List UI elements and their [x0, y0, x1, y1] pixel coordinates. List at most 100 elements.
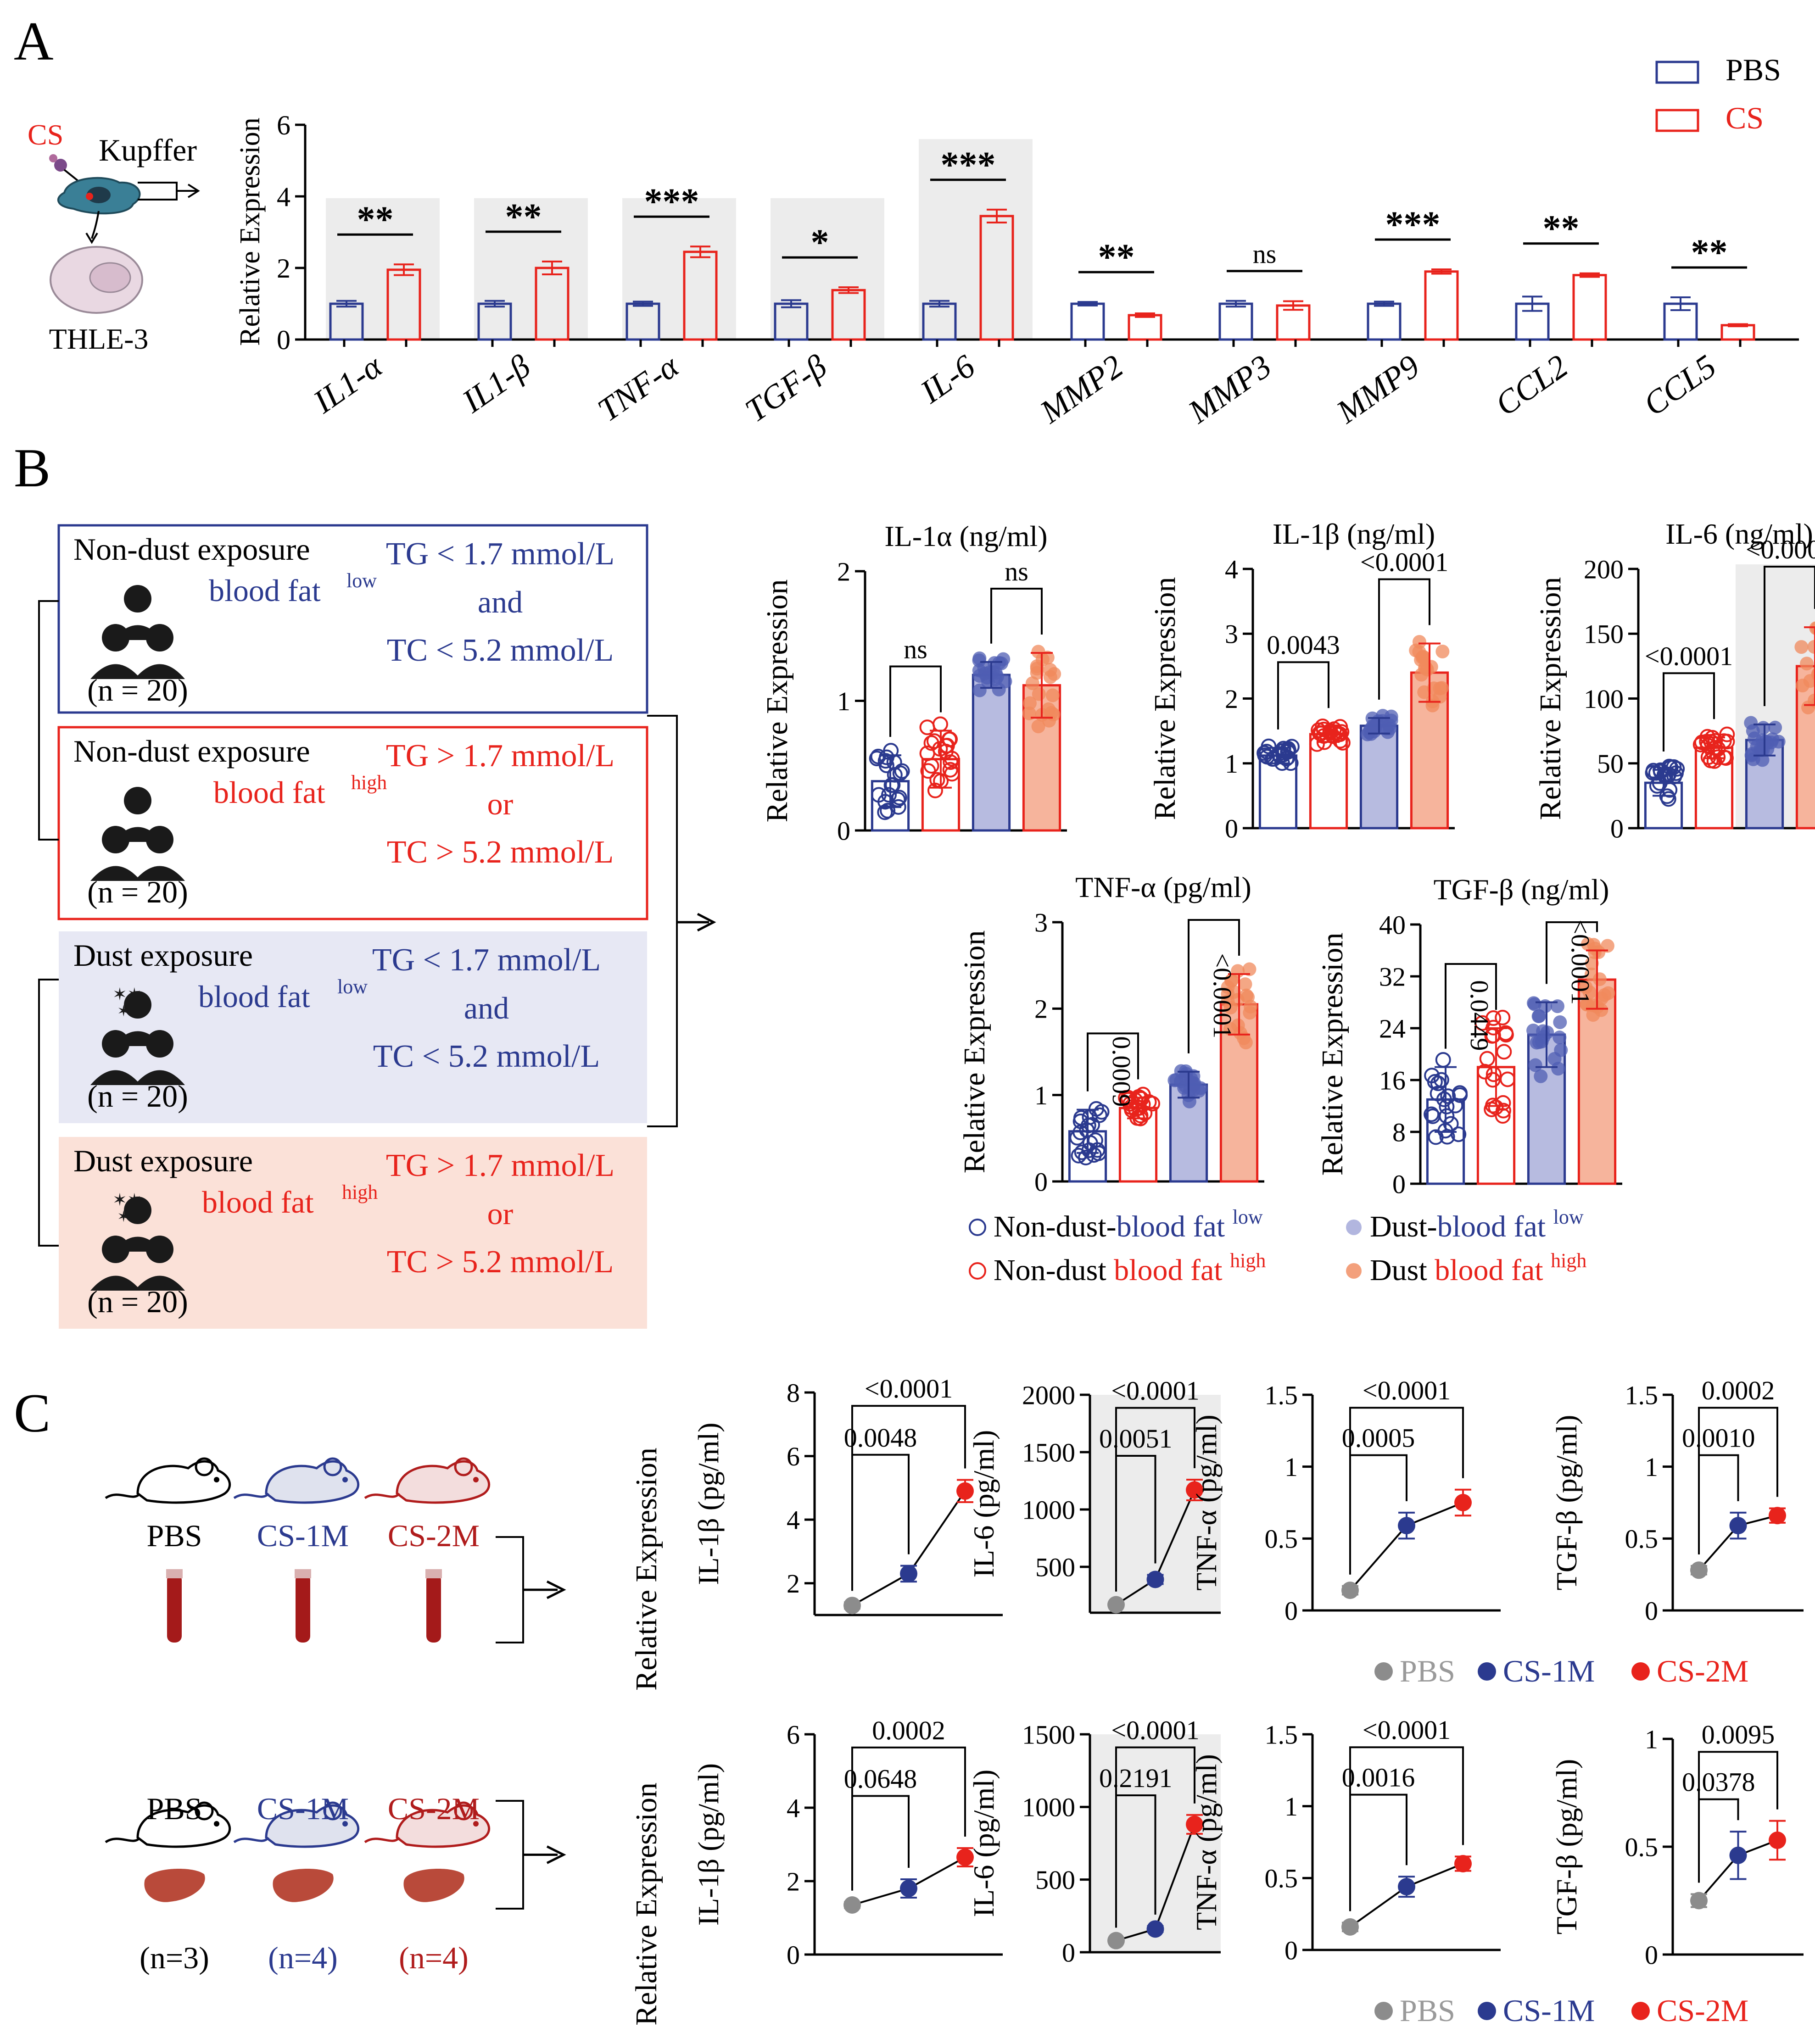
cs-particle-icon: [86, 193, 93, 200]
data-point: [1451, 1126, 1467, 1142]
panel-letter-a: A: [14, 11, 54, 72]
group-box: [57, 524, 648, 714]
criteria-tc: TC < 5.2 mmol/L: [387, 633, 614, 668]
legend-label: Dust-blood fat low: [1370, 1206, 1584, 1243]
chart-title: IL-6 (ng/ml): [1665, 518, 1813, 550]
significance-label: ns: [1253, 239, 1277, 269]
y-tick-label: 2000: [1022, 1380, 1075, 1410]
bar-cs: [1128, 314, 1162, 341]
legend-label-pbs: PBS: [1726, 52, 1781, 87]
data-point: [1042, 713, 1056, 728]
y-tick-label: 8: [787, 1378, 800, 1408]
mouse-icon: [364, 1801, 491, 1848]
y-axis-title: Relative Expression: [630, 1782, 663, 2026]
data-point: [1443, 1116, 1459, 1132]
data-point: [1261, 738, 1277, 754]
criteria-join: and: [478, 585, 523, 619]
mouse-ear: [323, 1801, 342, 1821]
y-tick-label: 8: [1392, 1117, 1406, 1147]
y-axis-title: IL-1β (pg/ml): [692, 1422, 725, 1585]
significance-label: *: [811, 223, 829, 263]
comparison-bracket: [1277, 661, 1329, 730]
mouse-eye: [342, 1821, 348, 1827]
chart-c2: 500 1000 1500 2000 IL-6 (pg/ml) 0.0051 <0.0001: [967, 1376, 1221, 1614]
y-tick-label: 0: [1392, 1169, 1406, 1199]
criteria-tg: TG < 1.7 mmol/L: [372, 942, 601, 978]
chart-c5: 0 2 4 6 IL-1β (pg/ml) 0.0648 0.0002: [692, 1715, 1003, 1970]
y-tick-label: 1: [1645, 1724, 1658, 1754]
data-point: [1233, 1026, 1247, 1040]
significance-label: ***: [941, 145, 996, 185]
data-point: [1690, 1892, 1708, 1910]
significance-label: **: [1543, 209, 1580, 249]
panel-a: A CS Kupffer THLE-3 0 2 4 6 Relative Expression *…: [14, 11, 1799, 430]
bar-cs: [1572, 274, 1607, 341]
data-point: [1447, 1097, 1463, 1114]
data-point: [1424, 1106, 1440, 1122]
data-point: [1765, 732, 1780, 746]
y-tick-label: 2: [837, 557, 850, 586]
data-point: [992, 682, 1006, 696]
data-point: [1692, 736, 1709, 752]
legend-marker: [1374, 1662, 1393, 1681]
exposure-label: Dust exposure: [73, 938, 253, 973]
data-point: [1531, 1009, 1546, 1023]
data-point: [1500, 1071, 1516, 1087]
legend-marker: [1478, 2002, 1496, 2020]
data-point: [938, 738, 954, 754]
y-tick-label: 40: [1379, 910, 1406, 940]
data-point: [1585, 956, 1599, 970]
chart-c3: 0 0.5 1 1.5 TNF-α (pg/ml) 0.0005 <0.0001: [1190, 1376, 1501, 1626]
data-point: [1435, 1052, 1451, 1068]
data-point: [1454, 1494, 1472, 1511]
data-point: [1107, 1596, 1125, 1614]
data-point: [869, 751, 885, 767]
chart-b4: 0 1 2 3 TNF-α (pg/ml) Relative Expression 0.00…: [958, 871, 1264, 1197]
y-tick-label: 1.5: [1265, 1720, 1298, 1749]
y-tick-label: 0.5: [1625, 1524, 1659, 1554]
legend-marker: [1346, 1263, 1362, 1279]
cs-label: CS: [28, 118, 63, 151]
panel-letter-c: C: [14, 1382, 50, 1443]
data-point: [1069, 1130, 1085, 1146]
data-point: [1045, 688, 1060, 702]
data-point: [1221, 987, 1235, 1001]
data-point: [878, 749, 894, 765]
group-box: [59, 931, 647, 1123]
tube: [426, 1574, 441, 1643]
liver-icon: [273, 1869, 334, 1902]
data-point: [1146, 1920, 1164, 1938]
p-value-label: <0.0001: [1208, 953, 1236, 1039]
data-point: [900, 1880, 917, 1897]
comparison-bracket: [1349, 1407, 1464, 1575]
data-point: [1041, 702, 1055, 716]
data-point: [1417, 650, 1431, 664]
category-label: CCL5: [1637, 348, 1723, 423]
p-value-label: <0.0001: [1363, 1715, 1451, 1745]
category-label: IL1-α: [306, 347, 389, 421]
y-tick-label: 6: [277, 110, 290, 140]
category-label: IL1-β: [455, 347, 537, 420]
person-head-icon: [102, 1236, 129, 1263]
y-tick-label: 16: [1379, 1065, 1406, 1095]
y-tick-label: 50: [1597, 749, 1624, 779]
data-point: [894, 763, 910, 779]
legend-marker: [1374, 2002, 1393, 2020]
cs-particle-icon: [49, 154, 57, 162]
p-value-label: <0.0001: [1746, 535, 1815, 564]
comparison-bracket: [1764, 566, 1815, 706]
y-tick-label: 1: [1284, 1452, 1298, 1482]
dust-icon: ✶✶: [112, 985, 142, 1004]
y-tick-label: 1: [1284, 1792, 1298, 1821]
y-tick-label: 2: [277, 253, 290, 284]
mouse-ear: [323, 1457, 342, 1476]
group-label: CS-1M: [257, 1791, 349, 1826]
bar-pbs: [1218, 302, 1253, 341]
bracket: [138, 182, 178, 201]
data-point: [1477, 1064, 1493, 1080]
y-tick-label: 0: [1062, 1938, 1075, 1967]
arrow: [91, 211, 100, 239]
data-point: [1527, 996, 1541, 1010]
data-point: [1526, 1023, 1541, 1037]
data-point: [1439, 1108, 1455, 1124]
